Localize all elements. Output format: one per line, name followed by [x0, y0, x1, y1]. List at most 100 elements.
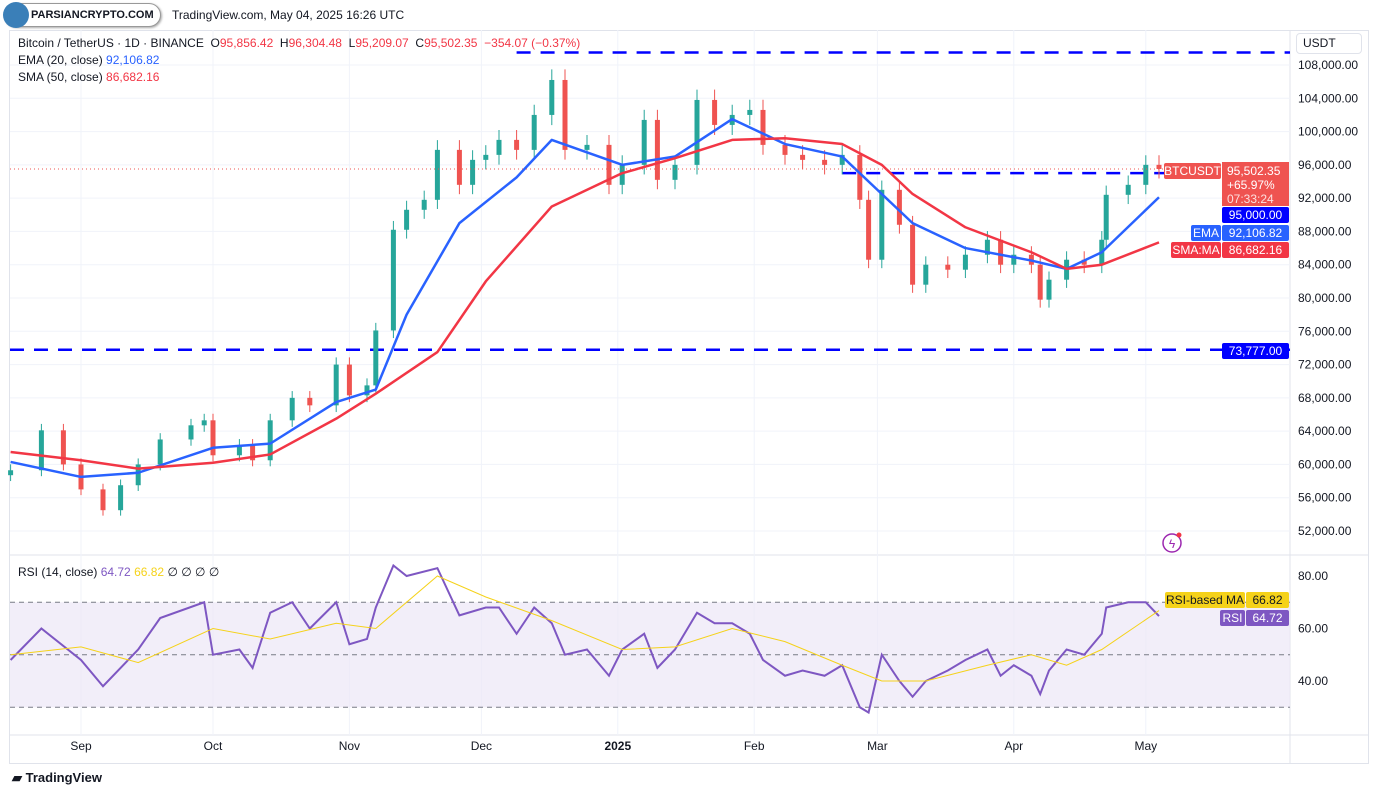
btcusdt-countdown: 07:33:24	[1227, 192, 1274, 206]
h-label: H	[279, 36, 289, 50]
sma-line	[10, 136, 1160, 470]
candle-body	[747, 109, 753, 115]
btcusdt-price-bg	[1222, 162, 1289, 206]
price-tick-label: 52,000.00	[1298, 524, 1352, 538]
watermark-text: PARSIANCRYPTO.COM	[31, 9, 154, 21]
candle-body	[1011, 254, 1017, 265]
ema-price-tag: 92,106.82	[1229, 226, 1283, 240]
candle-body	[839, 154, 845, 165]
price-tick-label: 64,000.00	[1298, 424, 1352, 438]
rsi-price-tag: 64.72	[1252, 611, 1282, 625]
candle-body	[157, 439, 163, 465]
candle-body	[998, 239, 1004, 265]
time-tick-label: Sep	[70, 739, 92, 753]
rsi-ma-line	[10, 575, 1160, 682]
rsi-tag-bg	[1220, 610, 1245, 626]
top-bar: PARSIANCRYPTO.COM TradingView.com, May 0…	[0, 0, 1378, 30]
candle-body	[250, 445, 256, 461]
lightning-alert-icon[interactable]	[1162, 533, 1182, 553]
chart-area[interactable]	[9, 30, 1369, 764]
candle-body	[333, 364, 339, 406]
candle-body	[289, 397, 295, 421]
candle-body	[562, 79, 568, 150]
time-tick-label: May	[1134, 739, 1157, 753]
candle-body	[654, 119, 660, 180]
symbol-legend: Bitcoin / TetherUS · 1D · BINANCE O95,85…	[18, 36, 580, 50]
price-tick-label: 68,000.00	[1298, 391, 1352, 405]
btcusdt-change: +65.97%	[1227, 178, 1275, 192]
price-tick-label: 108,000.00	[1298, 58, 1358, 72]
sma-tag-bg	[1171, 242, 1221, 258]
rsi-ma-price-tag: 66.82	[1252, 593, 1282, 607]
o-label: O	[210, 36, 220, 50]
sma-tag: SMA:MA	[1172, 243, 1219, 257]
ema-value: 92,106.82	[106, 53, 160, 67]
level-95000-tag: 95,000.00	[1229, 208, 1283, 222]
candle-body	[984, 239, 990, 255]
candle-body	[962, 254, 968, 270]
candle-body	[456, 149, 462, 185]
rsi-legend[interactable]: RSI (14, close) 64.72 66.82 ∅ ∅ ∅ ∅	[18, 565, 219, 579]
candle-body	[619, 164, 625, 185]
level-95000-tag-bg	[1222, 207, 1289, 223]
candle-body	[672, 164, 678, 180]
time-tick-label: 2025	[604, 739, 631, 753]
time-tick-label: Nov	[339, 739, 360, 753]
candle-body	[470, 159, 476, 185]
tradingview-logo-icon: ▰	[12, 770, 26, 785]
time-tick-label: Apr	[1004, 739, 1023, 753]
symbol-name[interactable]: Bitcoin / TetherUS · 1D · BINANCE	[18, 36, 204, 50]
ema-label: EMA (20, close)	[18, 53, 103, 67]
rsi-ma-tag-bg	[1165, 592, 1245, 608]
candle-body	[606, 144, 612, 185]
candle-body	[641, 119, 647, 165]
time-tick-label: Feb	[744, 739, 765, 753]
candle-body	[210, 420, 216, 456]
candle-body	[1143, 164, 1149, 185]
price-tick-label: 92,000.00	[1298, 191, 1352, 205]
candle-body	[857, 154, 863, 200]
candle-body	[346, 364, 352, 396]
rsi-extra-values: ∅ ∅ ∅ ∅	[167, 565, 220, 579]
rsi-ma-tag: RSI-based MA	[1166, 593, 1244, 607]
rsi-tick-label: 60.00	[1298, 622, 1328, 636]
candle-body	[118, 485, 124, 511]
rsi-label: RSI (14, close)	[18, 565, 98, 579]
candle-body	[100, 489, 106, 511]
candle-body	[483, 154, 489, 160]
open-value: 95,856.42	[219, 36, 274, 50]
sma-price-tag: 86,682.16	[1229, 243, 1283, 257]
ema-legend[interactable]: EMA (20, close) 92,106.82	[18, 53, 159, 67]
price-tick-label: 96,000.00	[1298, 158, 1352, 172]
candle-body	[531, 114, 537, 150]
candle-body	[800, 154, 806, 160]
price-tick-label: 72,000.00	[1298, 358, 1352, 372]
candle-body	[910, 224, 916, 285]
sma-price-tag-bg	[1222, 242, 1289, 258]
tradingview-logo[interactable]: ▰ TradingView	[12, 770, 102, 786]
sma-label: SMA (50, close)	[18, 70, 103, 84]
candle-body	[364, 385, 370, 396]
candle-body	[584, 144, 590, 150]
candle-body	[236, 445, 242, 456]
candle-body	[201, 420, 207, 426]
rsi-line	[9, 563, 1160, 715]
price-tick-label: 84,000.00	[1298, 258, 1352, 272]
watermark-logo: PARSIANCRYPTO.COM	[3, 2, 161, 28]
rsi-value: 64.72	[100, 565, 131, 579]
candle-body	[514, 139, 520, 150]
sma-legend[interactable]: SMA (50, close) 86,682.16	[18, 70, 159, 84]
level-73777-tag-bg	[1222, 343, 1289, 359]
rsi-ma-value: 66.82	[134, 565, 165, 579]
candle-body	[1046, 279, 1052, 300]
level-73777-tag: 73,777.00	[1229, 344, 1283, 358]
candle-body	[1081, 259, 1087, 265]
rsi-tag: RSI	[1222, 611, 1242, 625]
timestamp: TradingView.com, May 04, 2025 16:26 UTC	[172, 8, 405, 22]
low-value: 95,209.07	[355, 36, 409, 50]
price-tick-label: 100,000.00	[1298, 125, 1358, 139]
candle-body	[421, 199, 427, 210]
currency-button[interactable]: USDT	[1296, 33, 1362, 54]
candle-body	[945, 264, 951, 270]
